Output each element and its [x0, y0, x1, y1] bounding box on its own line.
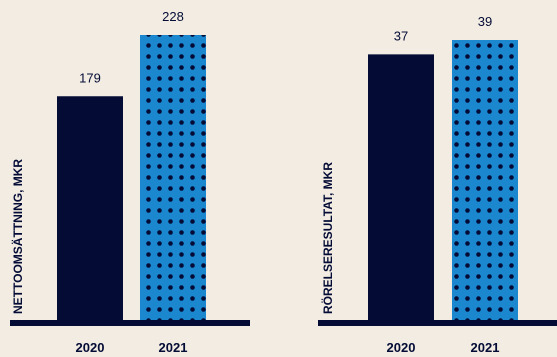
x-axis-line — [318, 320, 557, 326]
y-axis-label: NETTOOMSÄTTNING, MKR — [10, 159, 25, 314]
chart-operating-profit: 37 2020 39 2021 RÖRELSERESULTAT, MKR — [318, 14, 557, 355]
value-label-2021: 39 — [478, 14, 492, 29]
x-tick-2020: 2020 — [387, 340, 416, 355]
x-tick-2021: 2021 — [471, 340, 500, 355]
bar-2021 — [140, 35, 206, 320]
x-tick-2020: 2020 — [76, 340, 105, 355]
bar-2020 — [368, 54, 434, 320]
value-label-2021: 228 — [162, 9, 184, 24]
bar-2021 — [452, 40, 518, 320]
x-axis-line — [10, 320, 250, 326]
chart-net-sales: 179 2020 228 2021 NETTOOMSÄTTNING, MKR — [10, 9, 250, 355]
y-axis-label: RÖRELSERESULTAT, MKR — [320, 162, 335, 314]
value-label-2020: 37 — [394, 28, 408, 43]
bar-2020 — [57, 96, 123, 320]
x-tick-2021: 2021 — [159, 340, 188, 355]
value-label-2020: 179 — [79, 70, 101, 85]
